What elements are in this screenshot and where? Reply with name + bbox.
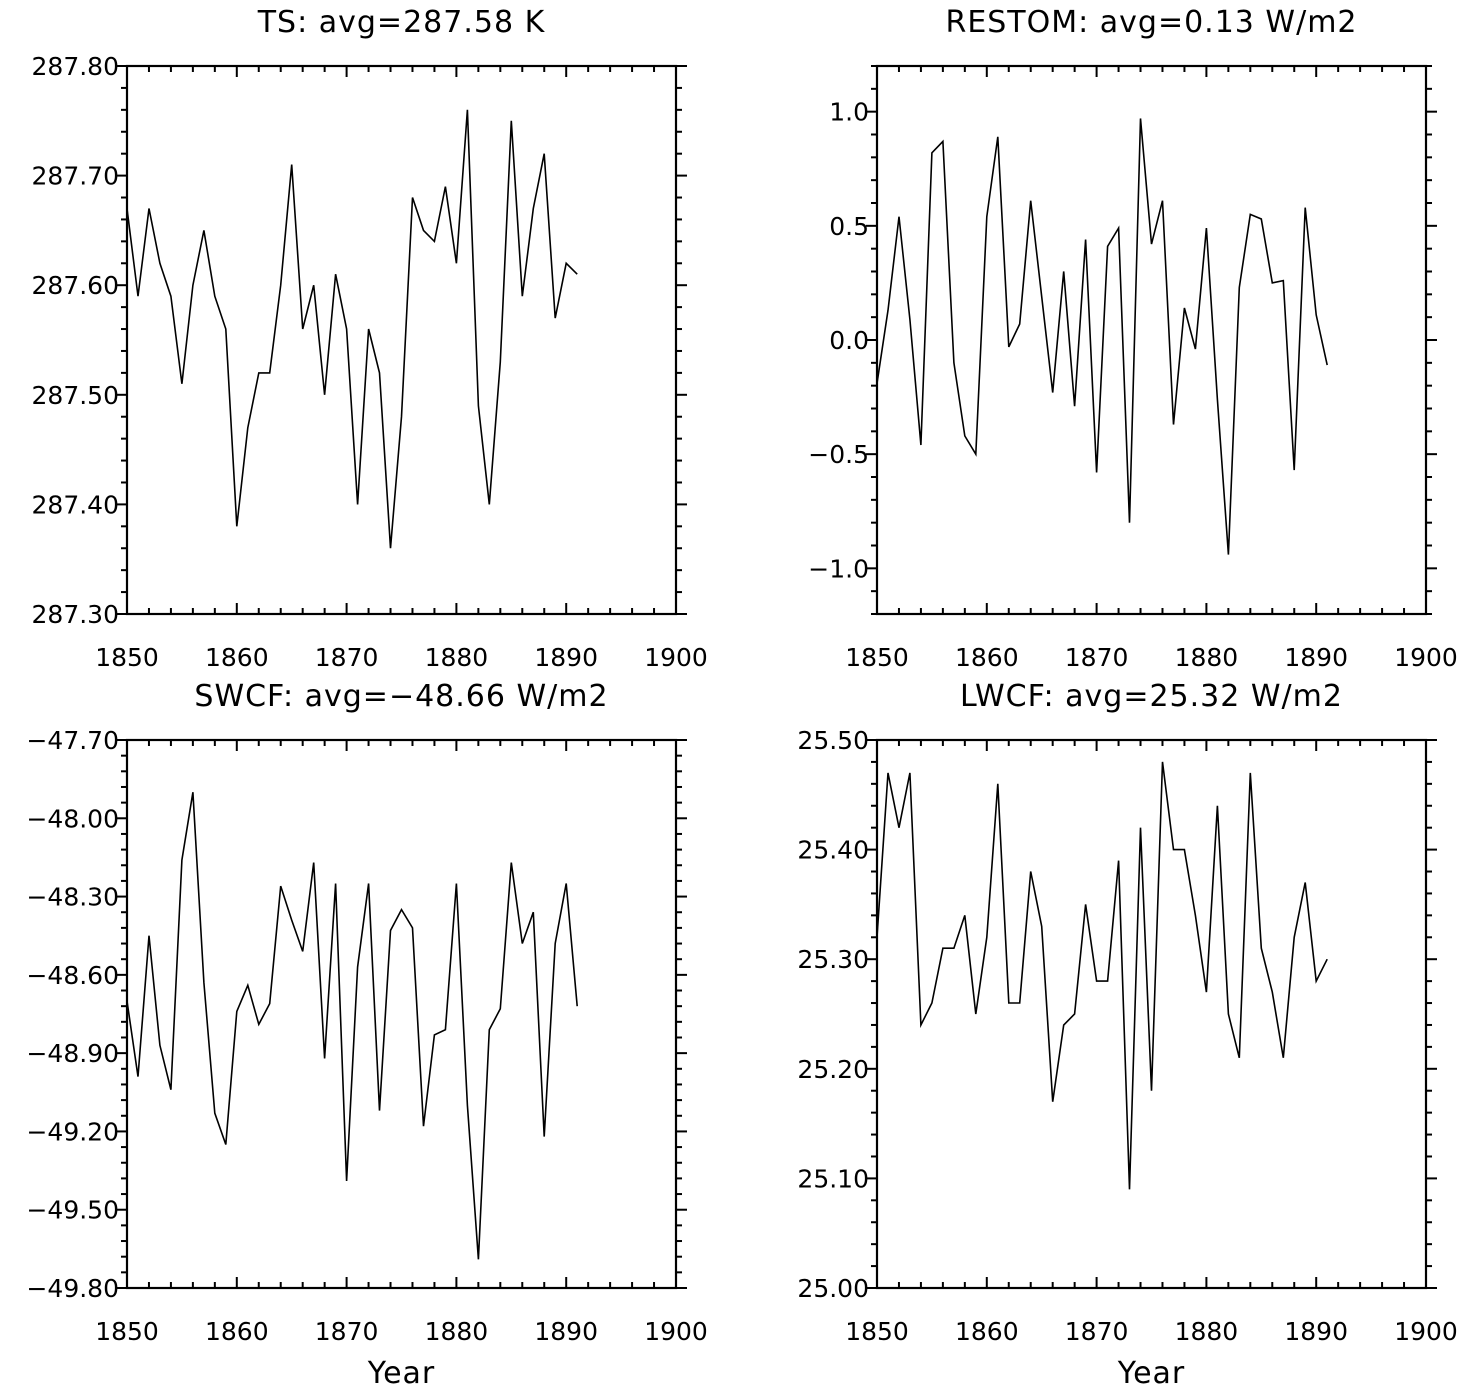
swcf-y-tick-label: −48.90 — [26, 1039, 119, 1068]
lwcf-y-tick-label: 25.20 — [797, 1055, 869, 1084]
lwcf-y-tick-label: 25.50 — [797, 726, 869, 755]
ts-plot-frame — [125, 64, 678, 616]
swcf-plot-frame — [125, 738, 678, 1290]
swcf-y-tick-label: −49.50 — [26, 1196, 119, 1225]
restom-panel: RESTOM: avg=0.13 W/m2 1850 1860 1870 1880 189… — [808, 5, 1458, 672]
ts-y-tick-label: 287.80 — [32, 52, 119, 81]
lwcf-x-tick-label: 1880 — [1175, 1317, 1239, 1346]
swcf-y-tick-label: −49.80 — [26, 1274, 119, 1303]
swcf-x-tick-label: 1850 — [95, 1317, 159, 1346]
swcf-y-tick-label: −47.70 — [26, 726, 119, 755]
lwcf-x-tick-label: 1860 — [955, 1317, 1019, 1346]
restom-y-tick-label: 0.0 — [829, 326, 869, 355]
lwcf-x-axis-label: Year — [1117, 1356, 1186, 1386]
swcf-y-tick-label: −48.60 — [26, 961, 119, 990]
ts-y-tick-label: 287.40 — [32, 490, 119, 519]
lwcf-x-tick-label: 1900 — [1394, 1317, 1458, 1346]
lwcf-plot-frame — [875, 738, 1428, 1290]
lwcf-x-tick-label: 1850 — [845, 1317, 909, 1346]
lwcf-chart-title: LWCF: avg=25.32 W/m2 — [960, 679, 1343, 714]
swcf-y-tick-label: −48.30 — [26, 883, 119, 912]
swcf-y-tick-label: −49.20 — [26, 1117, 119, 1146]
restom-x-tick-label: 1900 — [1394, 643, 1458, 672]
restom-chart-title: RESTOM: avg=0.13 W/m2 — [945, 5, 1357, 40]
swcf-y-tick-label: −48.00 — [26, 804, 119, 833]
restom-x-tick-label: 1890 — [1284, 643, 1348, 672]
restom-y-tick-label: −1.0 — [808, 554, 869, 583]
restom-x-tick-label: 1850 — [845, 643, 909, 672]
restom-y-tick-label: 0.5 — [829, 212, 869, 241]
ts-x-tick-label: 1880 — [425, 643, 489, 672]
ts-series-line — [126, 109, 578, 549]
swcf-x-tick-label: 1860 — [205, 1317, 269, 1346]
ts-y-tick-label: 287.70 — [32, 162, 119, 191]
ts-x-tick-label: 1850 — [95, 643, 159, 672]
lwcf-y-tick-label: 25.40 — [797, 836, 869, 865]
lwcf-panel: LWCF: avg=25.32 W/m2 1850 1860 1870 1880 1890… — [797, 679, 1457, 1386]
ts-x-tick-label: 1900 — [644, 643, 708, 672]
swcf-chart-title: SWCF: avg=−48.66 W/m2 — [194, 679, 608, 714]
lwcf-y-tick-label: 25.30 — [797, 945, 869, 974]
lwcf-series-line — [876, 761, 1328, 1190]
restom-y-tick-label: −0.5 — [808, 440, 869, 469]
restom-plot-frame — [875, 64, 1428, 616]
restom-x-tick-label: 1870 — [1065, 643, 1129, 672]
ts-y-tick-label: 287.50 — [32, 381, 119, 410]
restom-y-tick-label: 1.0 — [829, 98, 869, 127]
restom-series-line — [876, 118, 1328, 555]
ts-y-tick-label: 287.30 — [32, 600, 119, 629]
ts-y-tick-label: 287.60 — [32, 271, 119, 300]
restom-x-tick-label: 1860 — [955, 643, 1019, 672]
lwcf-x-tick-label: 1870 — [1065, 1317, 1129, 1346]
swcf-x-tick-label: 1880 — [425, 1317, 489, 1346]
ts-x-tick-label: 1870 — [315, 643, 379, 672]
swcf-x-tick-label: 1890 — [534, 1317, 598, 1346]
swcf-series-line — [126, 792, 578, 1260]
ts-x-tick-label: 1890 — [534, 643, 598, 672]
swcf-x-axis-label: Year — [367, 1356, 436, 1386]
swcf-x-tick-label: 1870 — [315, 1317, 379, 1346]
swcf-x-tick-label: 1900 — [644, 1317, 708, 1346]
lwcf-y-tick-label: 25.10 — [797, 1164, 869, 1193]
swcf-panel: SWCF: avg=−48.66 W/m2 1850 1860 1870 1880 189… — [26, 679, 707, 1386]
restom-x-tick-label: 1880 — [1175, 643, 1239, 672]
ts-chart-title: TS: avg=287.58 K — [257, 5, 546, 40]
ts-x-tick-label: 1860 — [205, 643, 269, 672]
lwcf-y-tick-label: 25.00 — [797, 1274, 869, 1303]
ts-panel: TS: avg=287.58 K 1850 1860 1870 1880 1890 1900… — [32, 5, 708, 672]
lwcf-x-tick-label: 1890 — [1284, 1317, 1348, 1346]
